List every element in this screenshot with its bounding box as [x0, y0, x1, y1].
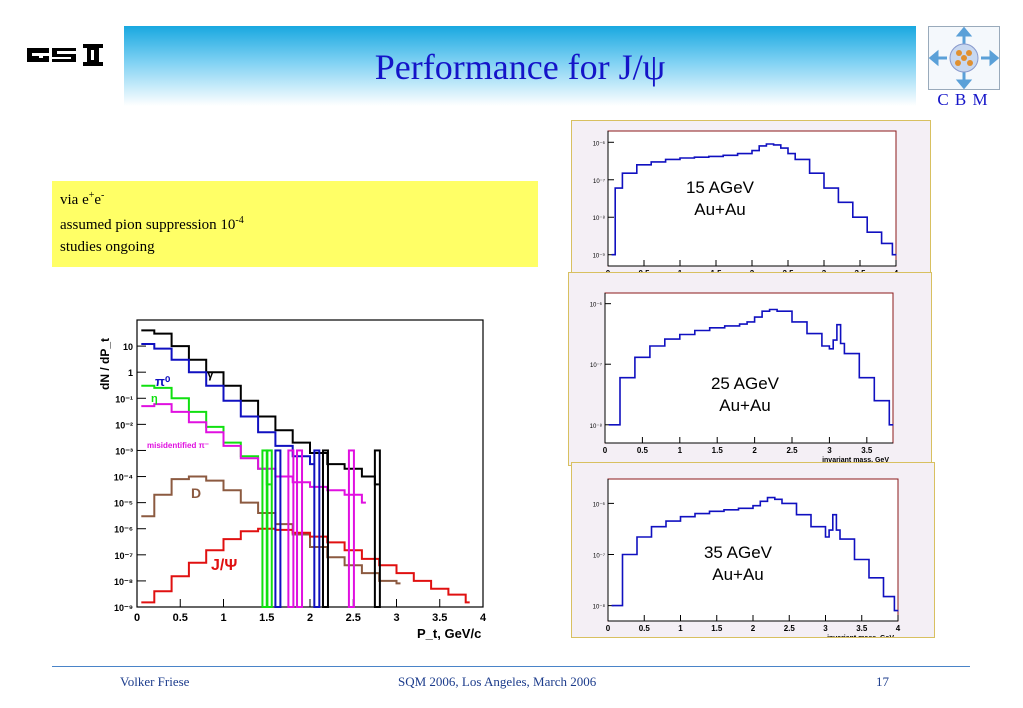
spike-bar — [265, 449, 273, 608]
y-tick-label: 10⁻⁹ — [114, 603, 133, 613]
spike-bar — [287, 449, 295, 608]
mini-y-tick-label: 10⁻⁶ — [590, 302, 603, 309]
y-tick-label: 10⁻¹ — [115, 394, 133, 404]
mini-x-tick-label: 0 — [606, 624, 611, 633]
mini-chart-subtitle: Au+Au — [712, 565, 764, 584]
mini-x-tick-label: 0.5 — [639, 624, 651, 633]
mini-x-axis-label: invariant mass, GeV — [822, 457, 889, 464]
series-annotation: η — [151, 393, 158, 405]
gsi-logo — [27, 44, 103, 66]
y-tick-label: 10⁻² — [115, 420, 133, 430]
mini-y-tick-label: 10⁻⁸ — [593, 215, 606, 222]
footer-event: SQM 2006, Los Angeles, March 2006 — [398, 674, 597, 689]
y-tick-label: 10 — [123, 342, 133, 352]
footer-page-number: 17 — [876, 674, 889, 689]
series-line-3 — [141, 403, 366, 504]
mini-x-tick-label: 0 — [603, 446, 608, 455]
series-annotation: D — [191, 485, 201, 501]
mini-x-tick-label: 1.5 — [711, 624, 723, 633]
spike-bar — [313, 449, 321, 608]
mini-x-axis-label: invariant mass, GeV — [827, 635, 894, 637]
invmass-chart-25agev: 0 0.5 1 1.5 2 2.5 3 3.5 10⁻⁶ 10⁻⁷ 10⁻⁸ 25 AGeV Au+Au… — [590, 292, 894, 464]
y-tick-label: 10⁻³ — [115, 446, 133, 456]
mini-y-tick-label: 10⁻⁷ — [593, 553, 605, 560]
slide-title: Performance for J/ψ — [374, 47, 666, 87]
mini-y-tick-label: 10⁻⁷ — [590, 362, 602, 369]
minichart-frame-25: 0 0.5 1 1.5 2 2.5 3 3.5 10⁻⁶ 10⁻⁷ 10⁻⁸ 25 AGeV Au+Au… — [568, 272, 932, 466]
mini-series-line — [611, 496, 899, 612]
series-annotation: J/Ψ — [211, 557, 237, 574]
mini-chart-title: 15 AGeV — [686, 178, 755, 197]
mini-plot-frame — [604, 292, 894, 444]
minichart-frame-35: 0 0.5 1 1.5 2 2.5 3 3.5 4 10⁻⁶ 10⁻⁷ 10⁻⁸ 35 AGeV Au+A… — [571, 462, 935, 642]
cbm-logo — [928, 26, 1000, 90]
series-line-5 — [141, 527, 470, 604]
mini-plot-frame — [607, 478, 899, 622]
x-tick-label: 0 — [134, 612, 140, 624]
series-annotation: π⁰ — [155, 374, 171, 389]
footer-author: Volker Friese — [120, 674, 190, 689]
spike-bar — [274, 449, 282, 608]
bullet-suppression: assumed pion suppression 10-4 — [60, 215, 244, 233]
y-tick-label: 1 — [128, 368, 133, 378]
invmass-chart-35agev: 0 0.5 1 1.5 2 2.5 3 3.5 4 10⁻⁶ 10⁻⁷ 10⁻⁸ 35 AGeV Au+A… — [593, 478, 901, 642]
x-tick-label: 3 — [393, 612, 399, 624]
x-tick-label: 1 — [220, 612, 226, 624]
x-tick-label: 1.5 — [259, 612, 274, 624]
mini-y-tick-label: 10⁻⁷ — [593, 178, 605, 185]
series-annotation: γ — [207, 367, 214, 381]
x-tick-label: 2.5 — [346, 612, 361, 624]
mini-y-tick-label: 10⁻⁶ — [593, 140, 606, 147]
cbm-logo-text: C B M — [937, 90, 989, 109]
y-tick-label: 10⁻⁶ — [114, 525, 133, 535]
y-axis-label: dN / dP_t — [98, 338, 112, 390]
spike-bar — [347, 449, 355, 608]
mini-x-tick-label: 4 — [896, 624, 901, 633]
y-tick-label: 10⁻⁴ — [114, 473, 133, 483]
mini-x-tick-label: 3 — [827, 446, 832, 455]
x-tick-label: 4 — [480, 612, 487, 624]
mini-x-tick-label: 2.5 — [784, 624, 796, 633]
mini-chart-subtitle: Au+Au — [694, 200, 746, 219]
mini-y-tick-label: 10⁻⁹ — [593, 253, 606, 260]
x-axis-label: P_t, GeV/c — [417, 626, 481, 641]
mini-x-tick-label: 0.5 — [637, 446, 649, 455]
x-tick-label: 0.5 — [173, 612, 188, 624]
series-line-0 — [141, 329, 379, 486]
mini-x-tick-label: 2 — [752, 446, 757, 455]
y-tick-label: 10⁻⁷ — [115, 551, 134, 561]
mini-x-tick-label: 1 — [678, 446, 683, 455]
mini-x-tick-label: 1.5 — [712, 446, 724, 455]
mini-y-tick-label: 10⁻⁸ — [593, 604, 606, 611]
mini-chart-title: 25 AGeV — [711, 374, 780, 393]
footer-divider — [52, 666, 970, 667]
mini-series-line — [611, 143, 897, 256]
x-tick-label: 2 — [307, 612, 313, 624]
y-tick-label: 10⁻⁵ — [114, 499, 133, 509]
mini-x-tick-label: 2 — [751, 624, 756, 633]
mini-x-tick-label: 3 — [823, 624, 828, 633]
mini-chart-title: 35 AGeV — [704, 543, 773, 562]
mini-chart-subtitle: Au+Au — [719, 396, 771, 415]
y-tick-label: 10⁻⁸ — [114, 577, 133, 587]
title-banner — [124, 26, 916, 106]
mini-x-tick-label: 1 — [678, 624, 683, 633]
mini-y-tick-label: 10⁻⁸ — [590, 423, 603, 430]
mini-x-tick-label: 3.5 — [856, 624, 868, 633]
spike-bar — [373, 449, 381, 608]
mini-x-tick-label: 3.5 — [861, 446, 873, 455]
mini-series-line — [608, 308, 894, 426]
series-annotation: misidentified π⁻ — [147, 441, 209, 450]
mini-x-tick-label: 2.5 — [786, 446, 798, 455]
bullet-channel: via e+e- — [60, 190, 105, 208]
x-tick-label: 3.5 — [432, 612, 447, 624]
spike-bar — [296, 449, 304, 608]
info-box: via e+e- assumed pion suppression 10-4 s… — [52, 181, 538, 267]
mini-y-tick-label: 10⁻⁶ — [593, 501, 606, 508]
spike-bar — [321, 449, 329, 608]
bullet-status: studies ongoing — [60, 239, 155, 255]
pt-spectrum-chart: 0 0.5 1 1.5 2 2.5 3 3.5 4 10 1 10⁻¹ 10⁻² 10⁻³ 10⁻⁴ 10⁻⁵… — [98, 319, 487, 641]
